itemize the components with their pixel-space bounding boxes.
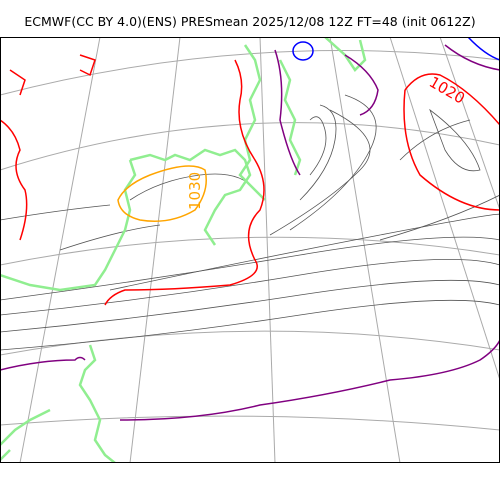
isobar-1020 <box>0 54 500 306</box>
isobar-label-1030: 1030 <box>186 172 204 210</box>
isobar-1010 <box>0 44 500 421</box>
isobar-1000 <box>292 37 500 61</box>
isobars-thin <box>0 94 500 351</box>
pressure-map: 1030 1020 <box>0 37 500 463</box>
coastline <box>0 37 367 463</box>
chart-title: ECMWF(CC BY 4.0)(ENS) PRESmean 2025/12/0… <box>24 14 476 29</box>
isobar-1030 <box>117 165 207 222</box>
